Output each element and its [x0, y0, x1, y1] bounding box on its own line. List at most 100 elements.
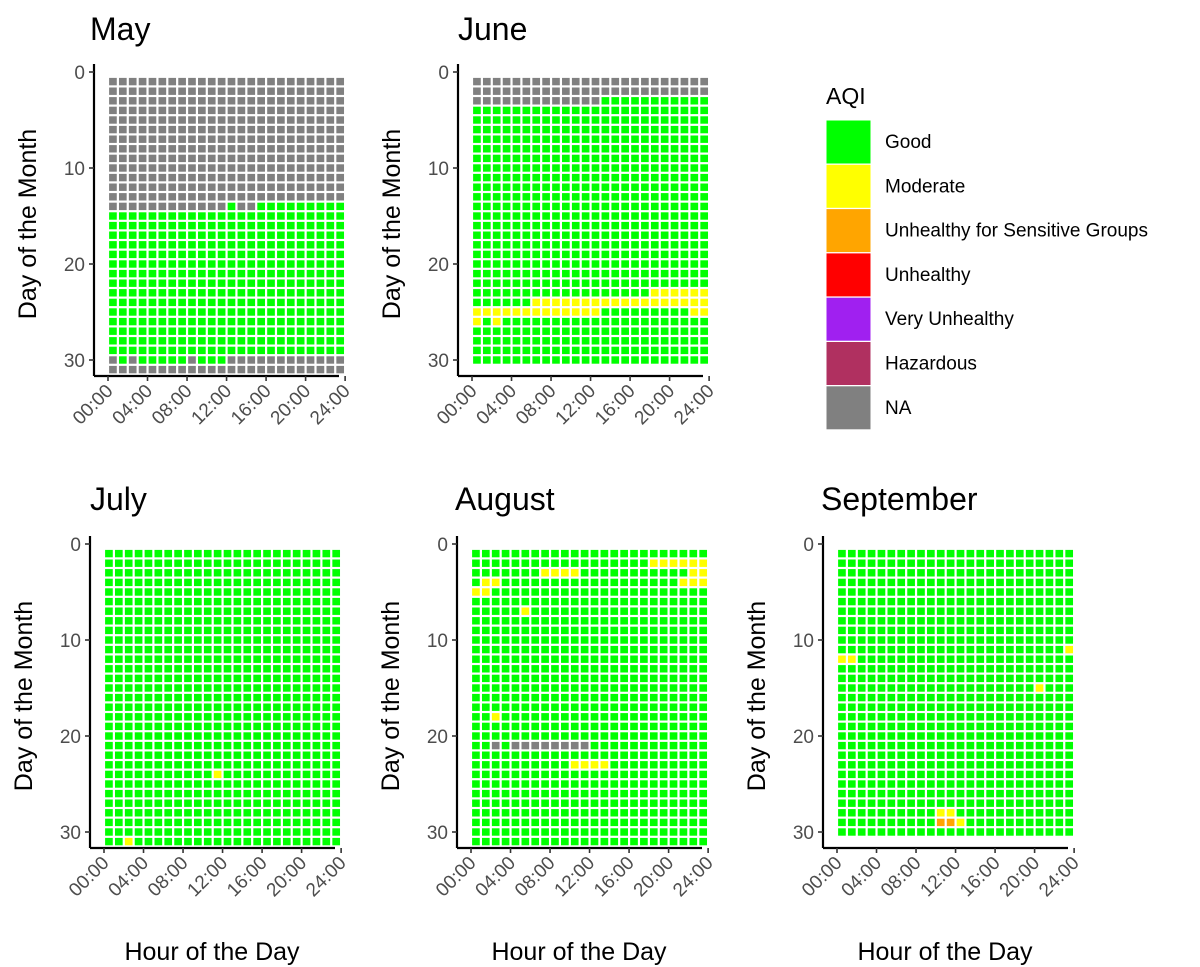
heatmap-cell	[670, 231, 679, 239]
heatmap-cell	[306, 173, 315, 182]
heatmap-cell	[322, 626, 331, 635]
heatmap-cell	[867, 703, 876, 711]
heatmap-cell	[223, 818, 232, 827]
heatmap-cell	[109, 279, 117, 287]
heatmap-cell	[277, 241, 285, 249]
heatmap-cell	[502, 327, 511, 335]
heatmap-cell	[689, 636, 698, 644]
heatmap-cell	[700, 116, 709, 124]
heatmap-cell	[1015, 761, 1024, 769]
heatmap-cell	[927, 617, 935, 625]
heatmap-cell	[233, 780, 242, 788]
heatmap-cell	[207, 250, 216, 259]
heatmap-cell	[184, 799, 192, 807]
heatmap-cell	[164, 674, 173, 683]
heatmap-cell	[521, 818, 530, 827]
heatmap-cell	[194, 655, 202, 663]
heatmap-cell	[542, 250, 550, 259]
heatmap-cell	[996, 818, 1004, 827]
heatmap-cell	[481, 751, 490, 759]
heatmap-cell	[552, 241, 560, 249]
heatmap-cell	[158, 125, 167, 134]
heatmap-cell	[491, 665, 500, 673]
heatmap-cell	[144, 789, 153, 798]
heatmap-cell	[194, 818, 202, 827]
heatmap-cell	[286, 202, 295, 211]
heatmap-cell	[570, 549, 579, 558]
heatmap-cell	[1025, 559, 1034, 567]
heatmap-cell	[292, 799, 301, 807]
heatmap-cell	[118, 87, 127, 95]
heatmap-cell	[561, 809, 569, 817]
heatmap-cell	[336, 164, 345, 172]
heatmap-cell	[322, 732, 331, 740]
heatmap-cell	[316, 221, 325, 230]
heatmap-cell	[986, 780, 994, 788]
heatmap-cell	[659, 674, 668, 683]
heatmap-cell	[257, 346, 265, 355]
heatmap-cell	[522, 298, 531, 307]
heatmap-cell	[670, 279, 679, 287]
heatmap-cell	[184, 703, 192, 711]
heatmap-cell	[1045, 597, 1054, 606]
heatmap-cell	[838, 569, 846, 577]
heatmap-cell	[296, 260, 305, 268]
heatmap-cell	[631, 154, 639, 163]
heatmap-cell	[302, 722, 311, 731]
heatmap-cell	[109, 212, 117, 220]
heatmap-cell	[253, 597, 261, 606]
heatmap-cell	[966, 665, 975, 673]
heatmap-cell	[887, 703, 896, 711]
heatmap-cell	[986, 828, 994, 836]
heatmap-cell	[610, 732, 619, 740]
heatmap-cell	[286, 97, 295, 105]
heatmap-cell	[1055, 722, 1064, 731]
heatmap-cell	[174, 789, 182, 798]
heatmap-cell	[134, 770, 143, 779]
heatmap-cell	[207, 125, 216, 134]
heatmap-cell	[502, 346, 511, 355]
y-tick-label: 0	[70, 535, 81, 556]
heatmap-cell	[292, 809, 301, 817]
panel-august: August010203000:0004:0008:0012:0016:0020…	[377, 481, 718, 966]
heatmap-cell	[996, 828, 1004, 836]
heatmap-cell	[1055, 607, 1064, 615]
heatmap-cell	[838, 751, 846, 759]
heatmap-cell	[148, 87, 157, 95]
x-tick-label: 12:00	[184, 853, 232, 901]
heatmap-cell	[601, 327, 610, 335]
heatmap-cell	[174, 655, 182, 663]
heatmap-cell	[641, 221, 649, 230]
heatmap-cell	[600, 549, 609, 558]
heatmap-cell	[273, 837, 281, 846]
heatmap-cell	[472, 665, 480, 673]
heatmap-cell	[857, 693, 866, 702]
heatmap-cell	[927, 789, 935, 798]
heatmap-cell	[541, 569, 549, 577]
heatmap-cell	[482, 308, 491, 316]
heatmap-cell	[253, 665, 261, 673]
heatmap-cell	[659, 665, 668, 673]
heatmap-cell	[601, 337, 610, 345]
heatmap-cell	[679, 761, 688, 769]
heatmap-cell	[986, 549, 994, 558]
heatmap-cell	[670, 308, 679, 316]
heatmap-cell	[312, 645, 321, 654]
heatmap-cell	[956, 818, 965, 827]
heatmap-cell	[138, 173, 147, 182]
heatmap-cell	[1006, 789, 1014, 798]
heatmap-cell	[253, 799, 261, 807]
heatmap-cell	[306, 77, 315, 86]
y-tick-label: 30	[60, 823, 81, 844]
heatmap-cell	[610, 761, 619, 769]
heatmap-cell	[521, 588, 530, 596]
heatmap-cell	[927, 761, 935, 769]
heatmap-cell	[492, 164, 501, 172]
heatmap-cell	[927, 780, 935, 788]
heatmap-cell	[611, 77, 620, 86]
heatmap-cell	[867, 549, 876, 558]
heatmap-cell	[670, 289, 679, 297]
heatmap-cell	[571, 116, 580, 124]
heatmap-cell	[336, 183, 345, 191]
heatmap-cell	[571, 154, 580, 163]
